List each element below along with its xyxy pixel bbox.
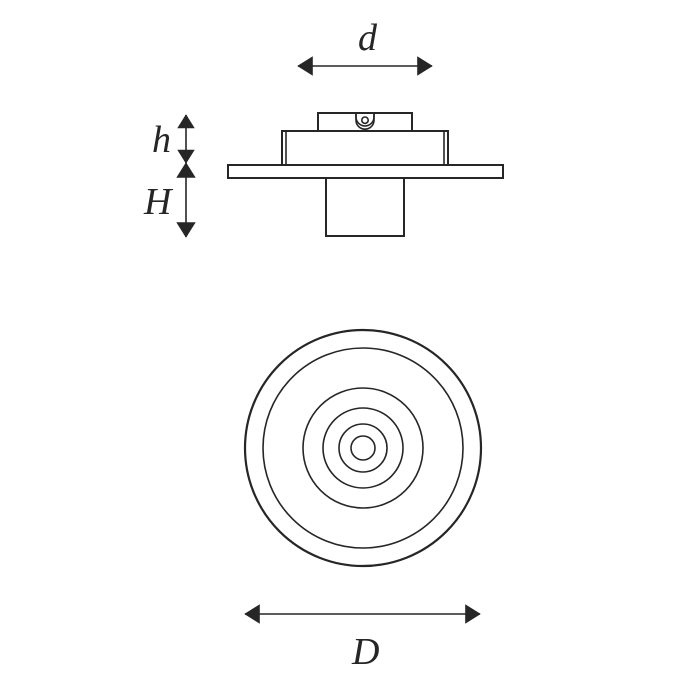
svg-text:H: H: [143, 181, 174, 223]
svg-text:d: d: [358, 17, 378, 59]
svg-text:D: D: [351, 631, 379, 673]
svg-text:h: h: [152, 119, 171, 161]
